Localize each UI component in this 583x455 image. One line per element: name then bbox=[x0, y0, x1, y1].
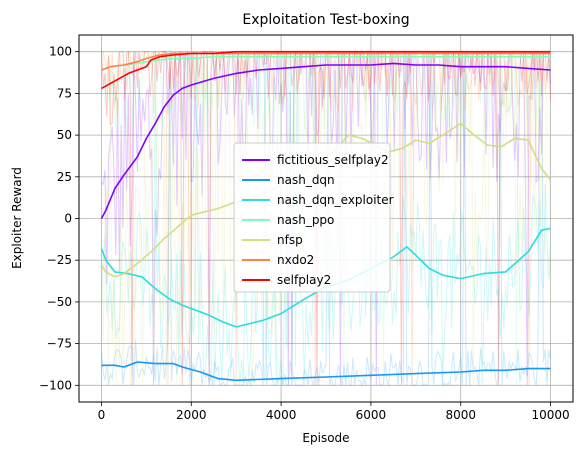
y-tick-label: 50 bbox=[57, 128, 72, 142]
legend-label: nfsp bbox=[277, 233, 303, 247]
x-tick-label: 10000 bbox=[531, 408, 569, 422]
y-tick-label: 25 bbox=[57, 170, 72, 184]
x-tick-label: 2000 bbox=[176, 408, 207, 422]
y-tick-label: 100 bbox=[49, 45, 72, 59]
y-axis-label: Exploiter Reward bbox=[10, 167, 24, 269]
legend-label: nash_ppo bbox=[277, 213, 334, 227]
x-tick-label: 4000 bbox=[266, 408, 297, 422]
series-line-selfplay2 bbox=[101, 50, 551, 90]
series-line-fictitious_selfplay2 bbox=[100, 62, 551, 219]
legend-label: selfplay2 bbox=[277, 273, 331, 287]
raw-trace-nash_dqn bbox=[101, 51, 551, 388]
legend: fictitious_selfplay2 nash_dqn nash_dqn_exp… bbox=[233, 142, 394, 293]
series-line-nash_ppo bbox=[101, 55, 551, 71]
chart-title: Exploitation Test-boxing bbox=[242, 12, 409, 28]
y-tick-label: −25 bbox=[47, 253, 72, 267]
legend-label: nash_dqn_exploiter bbox=[277, 193, 394, 207]
legend-label: nash_dqn bbox=[277, 173, 335, 187]
y-tick-label: −75 bbox=[47, 337, 72, 351]
y-tick-label: −100 bbox=[39, 378, 72, 392]
series-line-nash_dqn bbox=[101, 361, 551, 382]
x-tick-label: 0 bbox=[98, 408, 106, 422]
legend-box bbox=[233, 142, 391, 293]
series-line-nash_dqn_exploiter bbox=[100, 227, 551, 328]
y-tick-label: 75 bbox=[57, 86, 72, 100]
legend-label: nxdo2 bbox=[277, 253, 314, 267]
y-axis-ticks: −100 −75 −50 −25 0 25 50 75 100 bbox=[39, 45, 79, 392]
x-tick-label: 8000 bbox=[445, 408, 476, 422]
y-tick-label: 0 bbox=[64, 212, 72, 226]
x-axis-ticks: 0 2000 4000 6000 8000 10000 bbox=[98, 402, 570, 422]
legend-label: fictitious_selfplay2 bbox=[277, 153, 389, 167]
x-tick-label: 6000 bbox=[356, 408, 387, 422]
y-tick-label: −50 bbox=[47, 295, 72, 309]
x-axis-label: Episode bbox=[302, 431, 349, 445]
